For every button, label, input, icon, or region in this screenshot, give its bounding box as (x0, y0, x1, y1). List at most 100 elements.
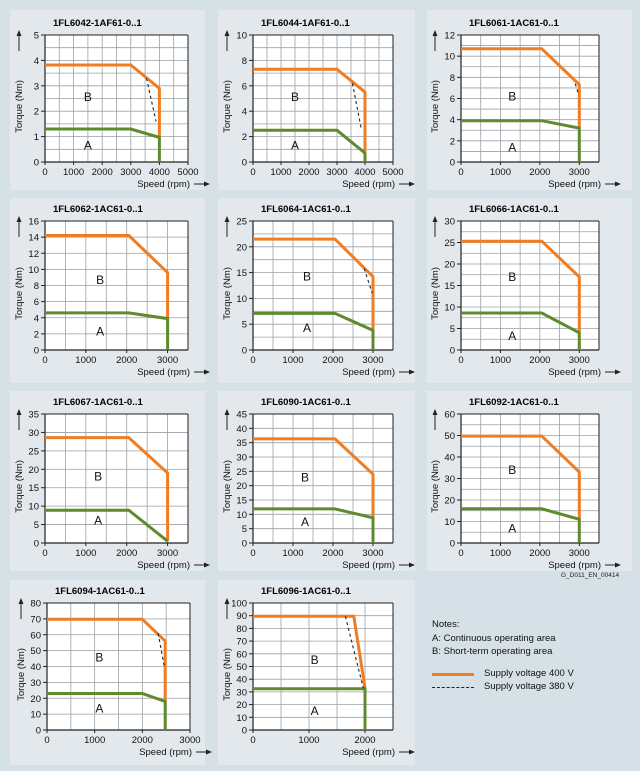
continuous-limit-line (253, 687, 367, 730)
chart-title: 1FL6092-1AC61-0..1 (469, 397, 559, 408)
x-tick-label: 2000 (116, 548, 137, 559)
y-tick-label: 25 (444, 238, 455, 249)
continuous-limit-line (45, 127, 161, 162)
y-axis-label: Torque (Nm) (430, 80, 441, 133)
y-tick-label: 5 (242, 320, 247, 331)
chart-svg: 1FL6044-1AF61-0..1 0 2 4 6 8 10 0 1000 2000 3000 40… (222, 18, 415, 190)
y-axis-label: Torque (Nm) (14, 267, 25, 320)
y-tick-label: 15 (236, 496, 247, 507)
region-label-b: B (301, 470, 309, 484)
y-tick-label: 15 (444, 281, 455, 292)
torque-speed-chart: 1FL6062-1AC61-0..1 0 2 4 6 8 10 12 14 16 0 1000 2000… (10, 198, 210, 383)
region-label-b: B (508, 463, 516, 477)
y-tick-label: 10 (444, 303, 455, 314)
x-axis-label: Speed (rpm) (548, 179, 601, 190)
dashed-line-swatch-icon (432, 682, 474, 692)
voltage-380v-line (363, 268, 373, 294)
region-label-b: B (96, 273, 104, 287)
torque-speed-chart: 1FL6092-1AC61-0..1 0 10 20 30 40 50 60 0 1000 2000… (427, 391, 632, 571)
x-axis-arrowhead-icon (409, 749, 415, 755)
y-tick-label: 15 (236, 268, 247, 279)
y-tick-label: 70 (236, 637, 247, 648)
x-axis-arrowhead-icon (204, 181, 210, 187)
voltage-380v-line (344, 616, 364, 689)
y-tick-label: 50 (30, 646, 41, 657)
x-tick-label: 0 (458, 167, 463, 178)
y-tick-label: 10 (236, 510, 247, 521)
y-tick-label: 4 (34, 313, 39, 324)
notes-legend: Notes: A: Continuous operating area B: S… (432, 618, 574, 694)
short-term-limit-line (253, 437, 375, 518)
y-tick-label: 0 (450, 539, 455, 550)
x-tick-label: 2000 (529, 355, 550, 366)
y-tick-label: 40 (444, 453, 455, 464)
plot-area (45, 414, 188, 543)
x-tick-label: 1000 (490, 167, 511, 178)
x-tick-label: 5000 (382, 167, 403, 178)
x-tick-label: 1000 (75, 355, 96, 366)
y-tick-label: 8 (450, 73, 455, 84)
x-tick-label: 2000 (92, 167, 113, 178)
y-tick-label: 10 (28, 502, 39, 513)
x-tick-label: 2000 (322, 548, 343, 559)
y-tick-label: 5 (450, 324, 455, 335)
y-tick-label: 10 (444, 517, 455, 528)
continuous-limit-line (461, 311, 581, 350)
region-label-b: B (303, 269, 311, 283)
y-tick-label: 45 (236, 410, 247, 421)
y-tick-label: 10 (236, 713, 247, 724)
continuous-limit-line (253, 311, 375, 350)
x-tick-label: 5000 (177, 167, 198, 178)
y-tick-label: 1 (34, 132, 39, 143)
chart-svg: 1FL6090-1AC61-0..1 0 5 10 15 20 25 30 35 40 45 0 100… (222, 397, 415, 571)
y-tick-label: 6 (450, 94, 455, 105)
y-tick-label: 80 (30, 599, 41, 610)
y-tick-label: 20 (236, 481, 247, 492)
x-tick-label: 3000 (362, 355, 383, 366)
x-axis-arrowhead-icon (409, 562, 415, 568)
chart-title: 1FL6062-1AC61-0..1 (53, 204, 143, 215)
y-tick-label: 30 (236, 687, 247, 698)
region-label-b: B (94, 469, 102, 483)
torque-speed-chart: 1FL6090-1AC61-0..1 0 5 10 15 20 25 30 35 40 45 0 100… (218, 391, 415, 571)
y-tick-label: 0 (34, 346, 39, 357)
y-axis-arrowhead-icon (16, 216, 22, 222)
region-label-a: A (95, 702, 103, 716)
y-tick-label: 0 (242, 346, 247, 357)
x-tick-label: 1000 (75, 548, 96, 559)
x-tick-label: 2000 (116, 355, 137, 366)
y-tick-label: 0 (242, 726, 247, 737)
chart-svg: 1FL6064-1AC61-0..1 0 5 10 15 20 25 0 1000 2000 300… (222, 204, 415, 378)
region-label-a: A (508, 329, 516, 343)
x-axis-arrowhead-icon (615, 181, 621, 187)
torque-speed-chart: 1FL6044-1AF61-0..1 0 2 4 6 8 10 0 1000 2000 3000 40… (218, 10, 415, 190)
x-axis-label: Speed (rpm) (139, 747, 192, 758)
x-axis-arrowhead-icon (409, 181, 415, 187)
y-tick-label: 100 (231, 599, 247, 610)
x-axis-arrowhead-icon (615, 562, 621, 568)
y-tick-label: 2 (450, 136, 455, 147)
x-tick-label: 0 (250, 355, 255, 366)
x-tick-label: 1000 (63, 167, 84, 178)
x-tick-label: 0 (250, 167, 255, 178)
short-term-limit-line (253, 237, 375, 331)
continuous-limit-line (45, 311, 170, 350)
x-axis-label: Speed (rpm) (137, 560, 190, 571)
y-tick-label: 40 (236, 424, 247, 435)
y-tick-label: 30 (30, 678, 41, 689)
legend-380v-label: Supply voltage 380 V (484, 681, 574, 693)
short-term-limit-line (253, 67, 367, 152)
x-tick-label: 4000 (354, 167, 375, 178)
continuous-limit-line (45, 508, 169, 543)
solid-line-swatch-icon (432, 669, 474, 679)
region-label-a: A (303, 321, 311, 335)
continuous-limit-line (461, 507, 581, 543)
y-tick-label: 25 (28, 446, 39, 457)
x-axis-arrowhead-icon (206, 749, 212, 755)
x-tick-label: 3000 (326, 167, 347, 178)
region-label-a: A (311, 704, 319, 718)
y-tick-label: 0 (36, 726, 41, 737)
y-axis-arrowhead-icon (16, 30, 22, 36)
x-tick-label: 1000 (270, 167, 291, 178)
torque-speed-chart: 1FL6094-1AC61-0..1 0 10 20 30 40 50 60 70 80 0 1000… (10, 580, 212, 765)
